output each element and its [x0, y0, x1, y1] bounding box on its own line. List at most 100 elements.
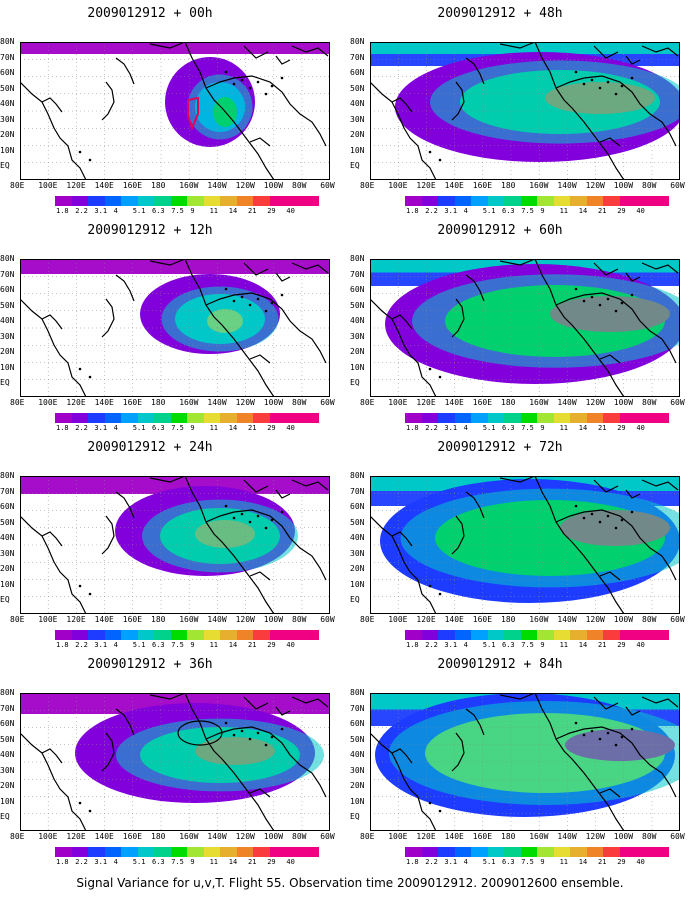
colorbar-label: 7.5: [171, 424, 184, 432]
lat-label: 60N: [350, 68, 365, 77]
island: [582, 82, 586, 86]
island: [88, 809, 92, 813]
lat-label: 30N: [0, 765, 15, 775]
colorbar-label: 3.1: [444, 207, 458, 215]
colorbar-swatch: [537, 630, 554, 640]
forecast-panel: 2009012912 + 60h 80N 70N 60N 50N 40N 30N 20N 10N…: [350, 217, 700, 432]
lon-label: 60W: [670, 181, 685, 190]
colorbar-swatch: [154, 847, 171, 857]
colorbar-swatch: [586, 630, 603, 640]
coastline: [291, 45, 329, 57]
island: [590, 729, 594, 733]
colorbar-swatch: [652, 630, 669, 640]
colorbar-label: 5.1: [482, 207, 496, 215]
island: [240, 78, 244, 82]
coastline: [101, 732, 115, 772]
colorbar: [55, 196, 319, 206]
colorbar-label: 40: [636, 858, 645, 866]
lon-label: 180: [151, 615, 166, 624]
forecast-panel: 2009012912 + 84h 80N 70N 60N 50N 40N 30N 20N 10N…: [350, 651, 700, 866]
lat-label: 70N: [350, 52, 365, 62]
colorbar-swatch: [302, 630, 319, 640]
island: [438, 592, 442, 596]
island: [256, 731, 260, 735]
colorbar: [55, 413, 319, 423]
forecast-panel: 2009012912 + 00h 80N 70N 60N 50N 40N 30N 20N 10N…: [0, 0, 350, 215]
colorbar-swatch: [421, 630, 438, 640]
lon-label: 120W: [585, 181, 605, 190]
lon-label: 160E: [472, 398, 493, 407]
lat-label: 30N: [0, 548, 15, 558]
colorbar-swatch: [471, 847, 488, 857]
colorbar-label: 2.2: [75, 207, 88, 215]
colorbar: [55, 847, 319, 857]
island: [630, 727, 634, 731]
colorbar-swatch: [421, 196, 438, 206]
island: [280, 727, 284, 731]
coastline: [20, 515, 87, 614]
lon-label: 180: [151, 398, 166, 407]
colorbar-swatch: [454, 630, 471, 640]
island: [598, 303, 602, 307]
island: [248, 737, 252, 741]
lon-label: 120E: [66, 832, 86, 841]
lon-label: 60W: [320, 832, 335, 841]
lat-label: 80N: [350, 688, 365, 697]
colorbar-swatch: [187, 196, 204, 206]
coastline: [149, 259, 186, 266]
island: [78, 584, 82, 588]
forecast-panel: 2009012912 + 36h 80N 70N 60N 50N 40N 30N 20N 10N…: [0, 651, 350, 866]
colorbar-swatch: [405, 196, 422, 206]
colorbar-swatch: [170, 847, 187, 857]
colorbar-label: 21: [598, 207, 607, 215]
colorbar-swatch: [487, 413, 504, 423]
map-frame: [20, 693, 330, 831]
colorbar: [55, 630, 319, 640]
colorbar-swatch: [302, 196, 319, 206]
colorbar-label: 5.1: [132, 207, 146, 215]
island: [574, 504, 578, 508]
island: [598, 520, 602, 524]
coastline: [115, 274, 135, 302]
lat-label: 40N: [0, 750, 15, 759]
lon-label: 160E: [122, 398, 143, 407]
colorbar-label: 9: [190, 858, 195, 866]
colorbar-label: 2.2: [425, 858, 438, 866]
coastline: [115, 491, 135, 519]
lon-label: 160W: [179, 398, 199, 407]
lat-label: 30N: [0, 331, 15, 341]
lon-label: 120W: [235, 181, 255, 190]
colorbar-label: 11: [559, 424, 569, 432]
colorbar-swatch: [487, 630, 504, 640]
colorbar-swatch: [603, 196, 620, 206]
island: [574, 721, 578, 725]
lat-label: EQ: [350, 378, 360, 387]
colorbar-label: 11: [209, 424, 219, 432]
colorbar-label: 40: [286, 641, 295, 649]
island: [428, 584, 432, 588]
lon-label: 140W: [557, 181, 577, 190]
coastline: [291, 262, 329, 274]
colorbar-swatch: [570, 413, 587, 423]
island: [606, 297, 610, 301]
colorbar-swatch: [487, 847, 504, 857]
colorbar-label: 9: [540, 207, 545, 215]
lat-label: 50N: [0, 517, 15, 527]
coastline: [205, 726, 327, 798]
coastline: [499, 693, 536, 700]
coastline: [599, 571, 621, 581]
colorbar-label: 1.8: [406, 641, 419, 649]
colorbar-swatch: [619, 847, 636, 857]
coastline: [625, 55, 641, 65]
coastline: [593, 479, 619, 493]
coastline: [370, 298, 437, 397]
lat-label: 70N: [350, 486, 365, 496]
colorbar-swatch: [220, 630, 237, 640]
island: [630, 293, 634, 297]
island: [590, 78, 594, 82]
colorbar-label: 2.2: [425, 424, 438, 432]
lat-label: 70N: [0, 269, 15, 279]
colorbar-label: 2.2: [75, 641, 88, 649]
polar-variance-band: [20, 476, 330, 494]
island: [598, 737, 602, 741]
